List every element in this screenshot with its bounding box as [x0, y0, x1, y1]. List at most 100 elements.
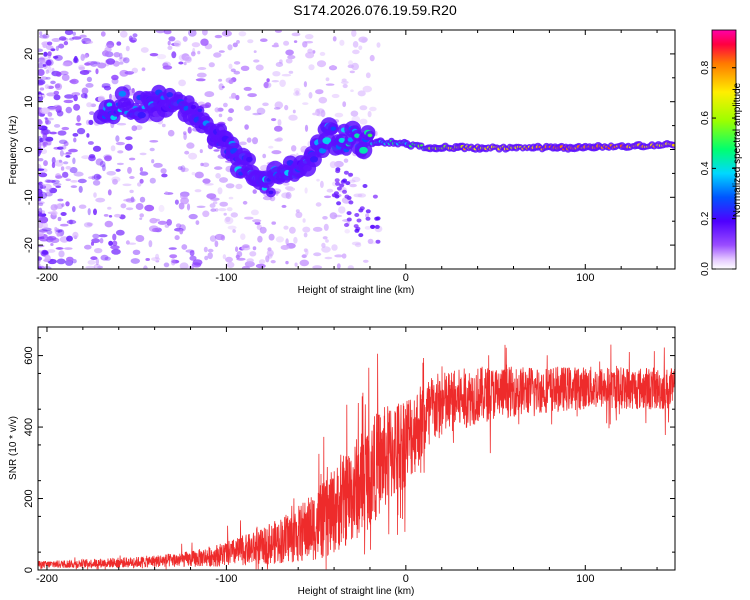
noise-speckle: [120, 30, 128, 38]
noise-speckle: [103, 214, 109, 217]
noise-speckle: [45, 179, 56, 183]
noise-speckle: [209, 235, 217, 242]
noise-speckle: [141, 67, 146, 72]
noise-speckle: [61, 145, 67, 150]
noise-speckle: [38, 62, 45, 69]
noise-speckle: [262, 153, 267, 159]
noise-speckle: [308, 64, 315, 71]
noise-speckle: [38, 191, 42, 197]
noise-speckle: [218, 78, 223, 82]
snr-ticks: -200 -100 0 100 0 200 400 600: [23, 327, 675, 585]
noise-speckle: [73, 171, 84, 177]
y-tick-label: 0: [23, 567, 35, 573]
noise-speckle: [281, 73, 292, 77]
noise-speckle: [58, 36, 67, 41]
noise-speckle: [151, 257, 161, 262]
noise-speckle: [38, 135, 43, 144]
noise-speckle: [340, 80, 349, 84]
heatmap-x-axis-label: Height of straight line (km): [298, 285, 415, 296]
noise-speckle: [285, 191, 292, 200]
noise-speckle: [72, 57, 79, 64]
noise-speckle: [266, 249, 274, 257]
noise-speckle: [338, 206, 346, 214]
noise-speckle: [333, 191, 339, 196]
noise-speckle: [60, 166, 65, 171]
noise-speckle: [359, 105, 368, 111]
ridge-blob: [354, 133, 360, 138]
noise-speckle: [178, 61, 184, 65]
noise-speckle: [106, 40, 115, 49]
noise-speckle: [40, 107, 50, 115]
noise-speckle: [61, 126, 70, 131]
noise-speckle: [97, 62, 107, 69]
noise-speckle: [72, 231, 79, 239]
noise-speckle: [93, 173, 101, 181]
heatmap-y-axis-label: Frequency (Hz): [8, 116, 19, 185]
y-tick-label: 400: [23, 418, 35, 436]
noise-speckle: [93, 192, 97, 198]
noise-speckle: [295, 209, 300, 213]
noise-speckle: [197, 67, 207, 70]
noise-speckle: [73, 103, 81, 111]
noise-speckle: [53, 94, 61, 101]
noise-speckle: [38, 125, 42, 129]
noise-speckle: [61, 171, 69, 178]
noise-speckle: [122, 183, 132, 187]
noise-speckle: [88, 119, 94, 125]
noise-speckle: [270, 260, 276, 264]
noise-speckle: [204, 91, 215, 98]
x-tick-label: 0: [403, 573, 409, 585]
noise-speckle: [50, 243, 54, 246]
noise-speckle: [55, 229, 63, 233]
noise-speckle: [92, 179, 101, 186]
noise-speckle: [130, 258, 140, 264]
noise-speckle: [257, 235, 263, 243]
noise-speckle: [116, 162, 124, 166]
noise-speckle: [55, 175, 63, 179]
noise-speckle: [351, 176, 361, 183]
noise-speckle: [348, 172, 354, 177]
noise-speckle: [57, 198, 64, 202]
noise-speckle: [86, 133, 90, 138]
noise-speckle: [108, 215, 113, 218]
noise-speckle: [63, 161, 69, 165]
noise-speckle: [44, 84, 50, 89]
noise-speckle: [178, 54, 189, 62]
noise-speckle: [38, 158, 44, 162]
noise-speckle: [38, 57, 46, 64]
noise-speckle: [280, 245, 290, 250]
noise-speckle: [107, 189, 112, 196]
noise-speckle: [129, 189, 134, 194]
noise-speckle: [56, 110, 64, 117]
noise-speckle: [207, 248, 214, 253]
noise-speckle: [350, 89, 354, 92]
noise-speckle: [51, 38, 61, 42]
y-tick-label: 0: [23, 146, 35, 152]
noise-speckle: [242, 200, 248, 205]
noise-speckle: [370, 224, 376, 229]
noise-speckle: [42, 141, 46, 148]
noise-speckle: [304, 34, 314, 40]
ridge-blob: [303, 164, 312, 172]
noise-speckle: [279, 79, 286, 88]
noise-speckle: [86, 102, 93, 108]
noise-speckle: [252, 189, 257, 194]
noise-speckle: [77, 178, 87, 184]
noise-speckle: [41, 250, 49, 255]
noise-speckle: [85, 265, 96, 269]
noise-speckle: [161, 123, 166, 128]
noise-speckle: [274, 101, 284, 109]
noise-speckle: [62, 62, 72, 67]
noise-speckle: [312, 226, 323, 232]
noise-speckle: [183, 133, 187, 140]
noise-speckle: [52, 55, 59, 59]
noise-speckle: [51, 162, 56, 169]
noise-speckle: [39, 87, 45, 91]
noise-speckle: [235, 183, 243, 190]
noise-speckle: [98, 234, 108, 238]
noise-speckle: [44, 117, 48, 120]
noise-speckle: [321, 246, 331, 253]
noise-speckle: [115, 229, 125, 236]
noise-speckle: [293, 40, 298, 43]
y-tick-label: 600: [23, 346, 35, 364]
